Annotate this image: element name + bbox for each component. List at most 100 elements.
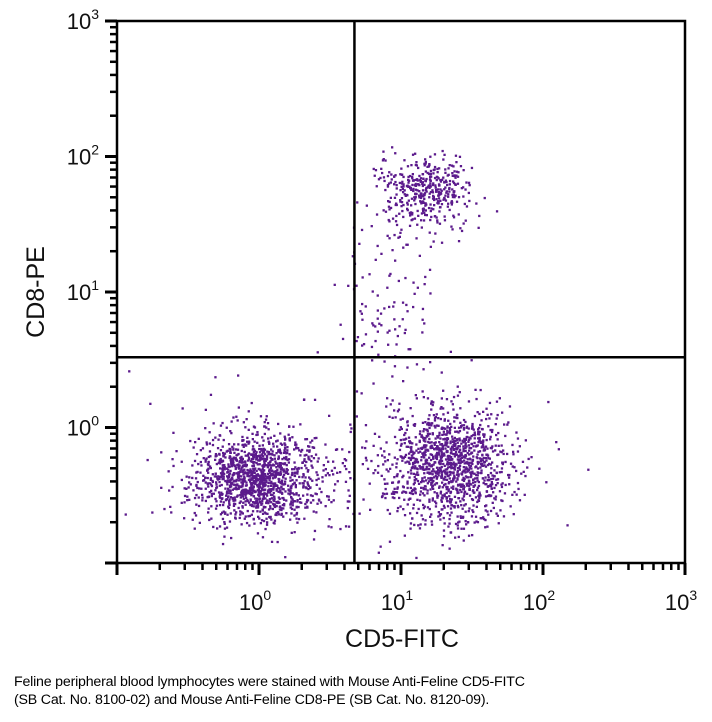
data-point: [289, 476, 292, 479]
data-point: [276, 445, 279, 448]
data-point: [491, 474, 494, 477]
data-point: [430, 523, 434, 526]
data-point: [376, 294, 379, 297]
data-point: [477, 428, 480, 431]
data-point: [235, 415, 238, 418]
data-point: [507, 473, 510, 477]
data-point: [447, 482, 450, 485]
data-point: [408, 462, 411, 465]
data-point: [457, 506, 460, 509]
data-point: [377, 178, 381, 181]
data-point: [488, 462, 491, 466]
data-point: [221, 472, 224, 476]
data-point: [212, 525, 215, 529]
data-point: [406, 201, 409, 204]
data-point: [285, 464, 288, 467]
data-point: [431, 197, 435, 200]
data-point: [241, 506, 244, 509]
data-point: [208, 450, 212, 453]
data-point: [255, 433, 258, 437]
data-point: [457, 431, 460, 434]
data-point: [472, 478, 475, 482]
data-point: [398, 402, 401, 405]
data-point: [414, 178, 418, 181]
data-point: [452, 461, 455, 464]
data-point: [421, 466, 425, 469]
data-point: [221, 464, 224, 467]
data-point: [237, 479, 241, 482]
data-point: [424, 275, 427, 279]
data-point: [285, 499, 288, 502]
data-point: [192, 446, 195, 449]
data-point: [436, 201, 439, 205]
data-point: [464, 456, 467, 459]
data-point: [341, 448, 344, 451]
data-point: [472, 489, 475, 492]
tick-base: 10: [67, 9, 91, 34]
data-point: [475, 505, 478, 508]
data-point: [225, 526, 229, 529]
data-point: [393, 365, 397, 368]
data-point: [201, 493, 204, 496]
data-point: [244, 503, 247, 506]
data-point: [360, 392, 363, 395]
data-point: [457, 473, 460, 476]
data-point: [222, 503, 225, 507]
data-point: [455, 170, 459, 173]
data-point: [413, 217, 417, 220]
figure-caption: Feline peripheral blood lymphocytes were…: [14, 673, 704, 709]
data-point: [448, 477, 451, 480]
data-point: [458, 450, 461, 453]
data-point: [284, 443, 287, 446]
data-point: [279, 468, 282, 471]
data-point: [407, 181, 410, 184]
data-point: [268, 498, 272, 501]
data-point: [261, 536, 265, 539]
data-point: [451, 174, 454, 177]
data-point: [263, 478, 266, 481]
data-point: [416, 209, 419, 213]
data-point: [226, 476, 230, 479]
data-point: [248, 474, 251, 477]
data-point: [241, 485, 244, 488]
data-point: [219, 472, 223, 475]
data-point: [207, 507, 210, 510]
data-point: [485, 459, 488, 462]
data-point: [228, 498, 231, 501]
data-point: [412, 483, 415, 486]
data-point: [456, 515, 459, 518]
data-point: [234, 513, 237, 516]
data-point: [402, 175, 405, 179]
data-point: [462, 450, 465, 453]
data-point: [258, 517, 261, 520]
data-point: [269, 516, 272, 519]
data-point: [484, 518, 487, 522]
data-point: [479, 457, 482, 460]
data-point: [210, 492, 213, 495]
data-point: [434, 456, 438, 459]
data-point: [456, 441, 459, 444]
data-point: [419, 467, 422, 470]
data-point: [305, 438, 309, 441]
data-point: [233, 443, 236, 446]
data-point: [240, 449, 243, 453]
data-point: [377, 551, 380, 554]
data-point: [480, 517, 483, 520]
data-point: [248, 514, 252, 518]
data-point: [455, 161, 458, 164]
data-point: [484, 456, 487, 460]
data-point: [214, 497, 217, 501]
data-point: [278, 465, 281, 468]
data-point: [437, 468, 440, 472]
data-point: [290, 512, 293, 515]
data-point: [464, 454, 467, 457]
data-point: [411, 175, 414, 179]
data-point: [430, 408, 433, 411]
data-point: [243, 475, 246, 478]
data-point: [269, 482, 273, 485]
data-point: [219, 467, 222, 470]
data-point: [276, 468, 279, 471]
data-point: [454, 450, 458, 454]
data-point: [452, 193, 455, 196]
data-point: [172, 431, 175, 434]
